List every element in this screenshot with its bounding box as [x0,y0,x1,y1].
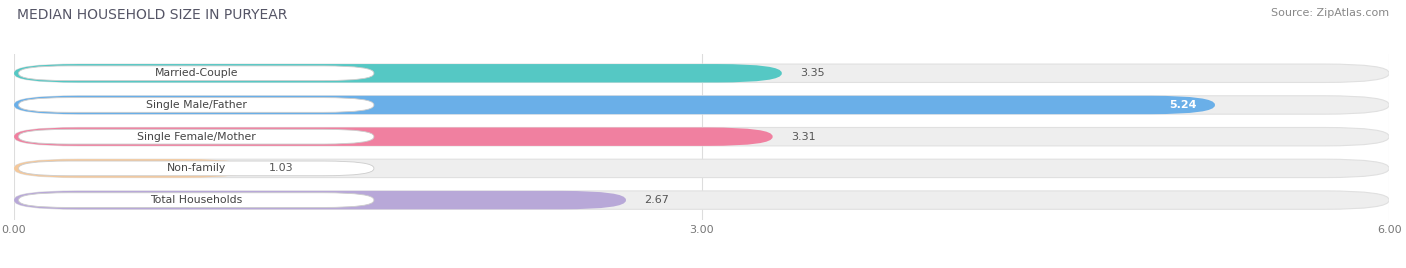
Text: Single Male/Father: Single Male/Father [146,100,246,110]
FancyBboxPatch shape [14,191,1389,209]
FancyBboxPatch shape [18,66,374,81]
FancyBboxPatch shape [14,159,250,178]
Text: 3.31: 3.31 [792,132,815,142]
FancyBboxPatch shape [18,193,374,207]
Text: Married-Couple: Married-Couple [155,68,238,78]
Text: 2.67: 2.67 [644,195,669,205]
Text: 1.03: 1.03 [269,163,292,173]
Text: Single Female/Mother: Single Female/Mother [136,132,256,142]
Text: Total Households: Total Households [150,195,242,205]
Text: MEDIAN HOUSEHOLD SIZE IN PURYEAR: MEDIAN HOUSEHOLD SIZE IN PURYEAR [17,8,287,22]
FancyBboxPatch shape [14,128,1389,146]
FancyBboxPatch shape [18,98,374,112]
FancyBboxPatch shape [14,96,1389,114]
FancyBboxPatch shape [18,161,374,176]
FancyBboxPatch shape [14,128,773,146]
FancyBboxPatch shape [14,64,782,83]
Text: 5.24: 5.24 [1170,100,1197,110]
FancyBboxPatch shape [14,96,1215,114]
FancyBboxPatch shape [14,191,626,209]
Text: Non-family: Non-family [167,163,226,173]
Text: 3.35: 3.35 [800,68,825,78]
FancyBboxPatch shape [14,159,1389,178]
FancyBboxPatch shape [14,64,1389,83]
FancyBboxPatch shape [18,129,374,144]
Text: Source: ZipAtlas.com: Source: ZipAtlas.com [1271,8,1389,18]
